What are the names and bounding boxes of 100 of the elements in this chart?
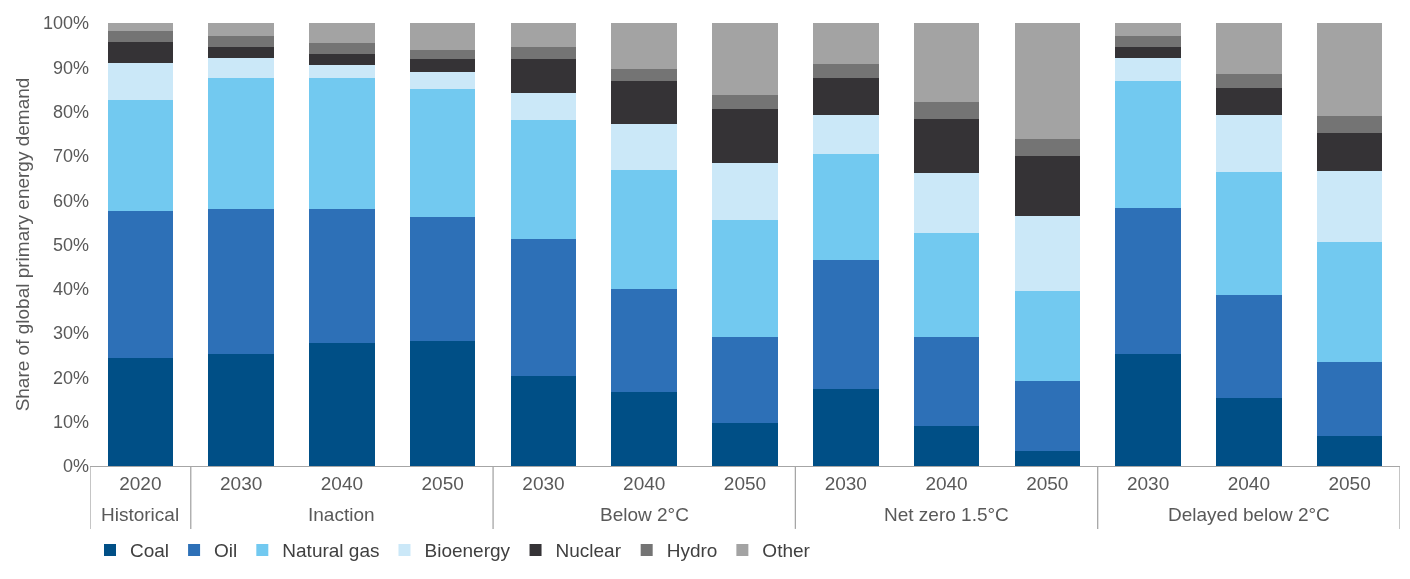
bar	[107, 23, 174, 31]
bar	[409, 217, 476, 341]
bar	[712, 422, 778, 466]
bar	[208, 354, 274, 466]
bar	[913, 118, 980, 173]
y-tick-label: 50%	[52, 234, 89, 255]
bar	[1115, 80, 1181, 209]
bar	[1014, 155, 1081, 217]
bar	[1115, 58, 1181, 81]
bar	[107, 62, 174, 101]
bar	[309, 208, 375, 344]
bar	[409, 340, 476, 466]
bar	[1115, 23, 1181, 37]
bar	[510, 120, 577, 239]
bar	[813, 78, 879, 116]
bar	[1316, 435, 1383, 466]
bar	[409, 23, 476, 50]
x-tick-label: 2030	[1126, 472, 1170, 494]
bar	[1216, 114, 1282, 172]
y-axis-title: Share of global primary energy demand	[11, 77, 33, 412]
bar	[611, 169, 677, 290]
bar	[1216, 74, 1282, 89]
bar	[813, 153, 879, 261]
legend-label: Oil	[214, 540, 238, 562]
bar	[1014, 139, 1081, 156]
bar	[913, 101, 980, 119]
bar	[1115, 36, 1181, 48]
bar	[813, 115, 879, 154]
y-tick-label: 20%	[52, 367, 89, 388]
y-tick-label: 80%	[52, 101, 89, 122]
bar	[813, 23, 879, 64]
bar	[309, 65, 375, 79]
bar	[510, 23, 577, 48]
bar	[309, 42, 375, 55]
bar	[712, 336, 778, 423]
x-tick-label: 2050	[723, 472, 767, 494]
bar	[813, 260, 879, 389]
bar	[510, 238, 577, 377]
x-tick-label: 2040	[1227, 472, 1270, 494]
x-tick-label: 2040	[320, 472, 364, 494]
bar	[1014, 291, 1081, 381]
x-tick-label: 2020	[119, 472, 162, 494]
bar	[813, 63, 879, 79]
bar	[1216, 295, 1282, 399]
bar	[913, 426, 980, 466]
text: Net zero 1.5°C	[884, 504, 1009, 525]
x-tick-label: 2040	[925, 472, 968, 494]
bar	[510, 47, 577, 60]
bar	[712, 162, 778, 221]
x-tick-label: 2050	[421, 472, 464, 494]
text: Historical	[101, 504, 180, 525]
bar	[1014, 216, 1081, 292]
bar	[611, 23, 677, 70]
y-tick-label: 30%	[52, 323, 89, 344]
bar	[409, 89, 476, 218]
bar	[1316, 170, 1383, 243]
bar	[913, 172, 980, 234]
legend-label: Bioenergy	[424, 540, 511, 562]
bar	[1316, 132, 1383, 171]
bar	[712, 220, 778, 337]
bar	[611, 69, 677, 81]
text: Below 2°C	[600, 504, 689, 525]
bar	[309, 343, 375, 466]
legend-label: Natural gas	[282, 540, 380, 562]
bar	[208, 78, 274, 209]
bar	[1014, 23, 1081, 140]
legend-label: Nuclear	[555, 540, 622, 562]
bar	[208, 47, 274, 59]
bar	[1216, 398, 1282, 466]
bar	[510, 92, 577, 121]
bar	[409, 71, 476, 90]
x-tick-label: 2030	[522, 472, 565, 494]
bar	[611, 123, 677, 170]
bar	[1115, 208, 1181, 354]
bar	[712, 23, 778, 96]
bar	[208, 36, 274, 48]
bar	[1316, 361, 1383, 436]
bar	[1216, 23, 1282, 75]
bar	[1014, 450, 1081, 466]
bar	[913, 336, 980, 427]
x-tick-label: 2030	[824, 472, 867, 494]
bar	[107, 30, 174, 42]
y-tick-label: 90%	[52, 57, 89, 78]
legend-label: Other	[762, 540, 811, 562]
bar	[309, 23, 375, 43]
bar	[208, 58, 274, 79]
bar	[913, 233, 980, 337]
bar	[208, 23, 274, 37]
bar	[107, 211, 174, 359]
bar	[208, 208, 274, 355]
bar	[1115, 47, 1181, 59]
bar	[1316, 23, 1383, 117]
bar	[1216, 171, 1282, 295]
bar	[611, 80, 677, 124]
y-tick-label: 10%	[52, 412, 89, 432]
bar	[409, 49, 476, 60]
y-tick-label: 40%	[52, 279, 89, 300]
y-tick-label: 60%	[52, 190, 89, 211]
x-tick-label: 2050	[1328, 472, 1371, 494]
y-tick-label: 0%	[62, 456, 89, 477]
